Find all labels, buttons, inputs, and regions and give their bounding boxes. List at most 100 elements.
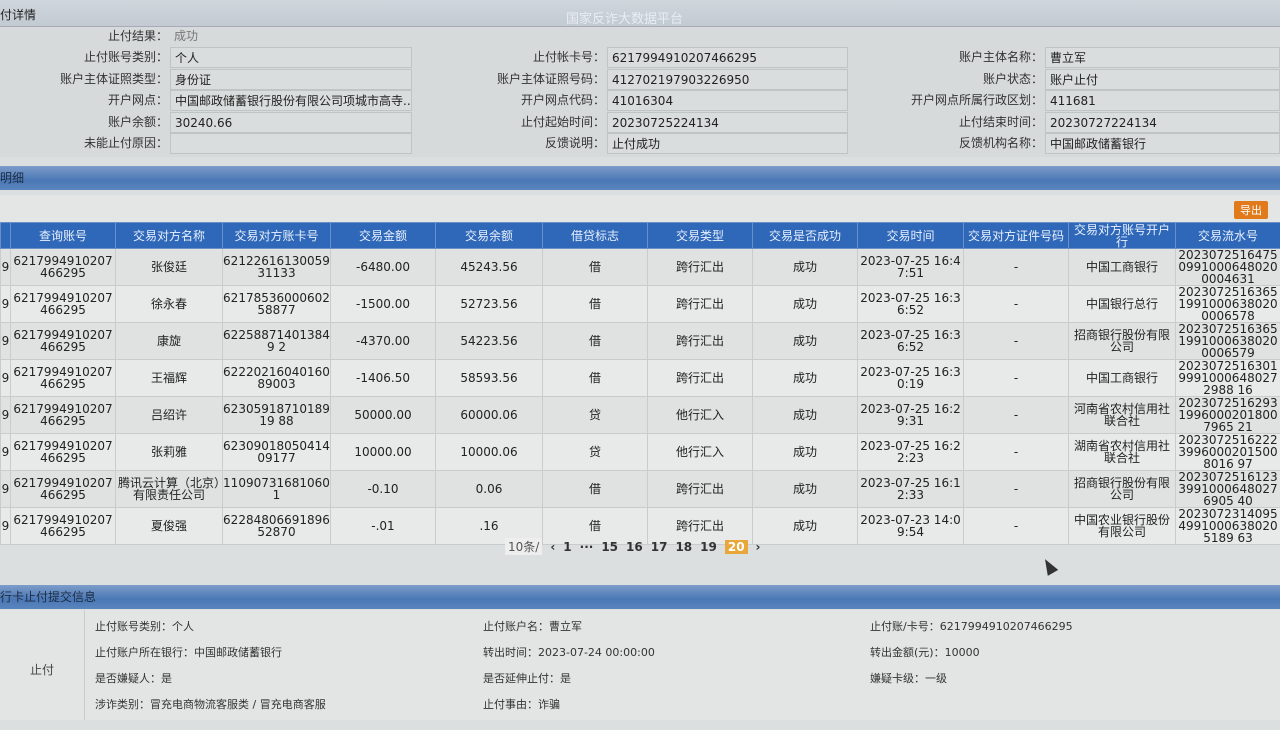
table-cell: 0.06 <box>436 471 543 508</box>
detail-value: 20230725224134 <box>607 112 848 133</box>
detail-label: 反馈机构名称： <box>848 133 1043 154</box>
column-header[interactable]: 交易类型 <box>648 223 753 249</box>
column-header[interactable]: 交易对方证件号码 <box>964 223 1069 249</box>
submit-info-panel: 止付 止付账号类别：个人止付账户名：曹立军止付账/卡号：621799491020… <box>0 610 1280 720</box>
table-cell: 6217994910207466295 <box>11 249 116 286</box>
column-header[interactable]: 交易余额 <box>436 223 543 249</box>
submit-field: 止付账号类别：个人 <box>95 618 194 634</box>
table-cell: 6217994910207466295 <box>11 286 116 323</box>
table-cell: 成功 <box>753 323 858 360</box>
detail-value: 止付成功 <box>607 133 848 154</box>
table-cell: -0.10 <box>331 471 436 508</box>
column-header[interactable]: 借贷标志 <box>543 223 648 249</box>
next-page-button[interactable]: › <box>756 540 761 554</box>
table-cell: 成功 <box>753 360 858 397</box>
column-header[interactable]: 交易时间 <box>858 223 964 249</box>
column-header[interactable]: 交易流水号 <box>1176 223 1280 249</box>
table-cell: 60000.06 <box>436 397 543 434</box>
detail-label: 止付帐卡号： <box>412 47 605 68</box>
table-cell: 成功 <box>753 397 858 434</box>
detail-label: 反馈说明： <box>412 133 605 154</box>
table-cell: 110907316810601 <box>223 471 331 508</box>
column-header[interactable]: 交易是否成功 <box>753 223 858 249</box>
table-cell: 贷 <box>543 434 648 471</box>
table-cell: 成功 <box>753 471 858 508</box>
table-cell: - <box>964 397 1069 434</box>
table-cell: 54223.56 <box>436 323 543 360</box>
detail-label: 账户主体证照类型： <box>0 69 168 90</box>
page-current[interactable]: 20 <box>725 540 748 554</box>
export-button[interactable]: 导出 <box>1234 201 1268 219</box>
detail-label: 止付账号类别： <box>0 47 168 68</box>
table-cell: 202307231409549910006380205189 63 <box>1176 508 1280 545</box>
detail-value: 30240.66 <box>170 112 412 133</box>
detail-label: 止付结束时间： <box>848 112 1043 133</box>
table-cell: 202307251636519910006380200006578 <box>1176 286 1280 323</box>
table-cell: 张俊廷 <box>116 249 223 286</box>
column-header[interactable] <box>1 223 11 249</box>
page-1[interactable]: 1 <box>563 540 571 554</box>
column-header[interactable]: 交易对方账卡号 <box>223 223 331 249</box>
result-value: 成功 <box>170 26 1280 47</box>
detail-value <box>170 133 412 154</box>
table-cell: 6217994910207466295 <box>11 397 116 434</box>
section-bar-list: 明细 <box>0 166 1280 190</box>
page-19[interactable]: 19 <box>700 540 717 554</box>
page-ellipsis[interactable]: ··· <box>580 540 594 554</box>
table-cell: 6217994910207466295 <box>11 508 116 545</box>
prev-page-button[interactable]: ‹ <box>550 540 555 554</box>
page-17[interactable]: 17 <box>651 540 668 554</box>
table-cell: 跨行汇出 <box>648 471 753 508</box>
column-header[interactable]: 交易金额 <box>331 223 436 249</box>
table-cell: 9 <box>1 397 11 434</box>
detail-value: 曹立军 <box>1045 47 1280 68</box>
table-cell: 招商银行股份有限公司 <box>1069 323 1176 360</box>
table-cell: 腾讯云计算（北京）有限责任公司 <box>116 471 223 508</box>
table-cell: - <box>964 471 1069 508</box>
submit-field: 止付事由：诈骗 <box>483 696 560 712</box>
table-cell: 9 <box>1 471 11 508</box>
submit-field: 止付账户名：曹立军 <box>483 618 582 634</box>
pagination: 10条/ ‹ 1 ··· 15 16 17 18 19 20 › <box>505 538 761 555</box>
detail-label: 账户余额： <box>0 112 168 133</box>
page-15[interactable]: 15 <box>601 540 618 554</box>
column-header[interactable]: 交易对方账号开户行 <box>1069 223 1176 249</box>
column-header[interactable]: 查询账号 <box>11 223 116 249</box>
table-cell: 9 <box>1 508 11 545</box>
column-header[interactable]: 交易对方名称 <box>116 223 223 249</box>
detail-label: 开户网点： <box>0 90 168 111</box>
section-title-list: 明细 <box>0 171 24 185</box>
detail-value: 6217994910207466295 <box>607 47 848 68</box>
table-cell: 6217853600060258877 <box>223 286 331 323</box>
table-cell: 202307251636519910006380200006579 <box>1176 323 1280 360</box>
page-18[interactable]: 18 <box>675 540 692 554</box>
table-cell: 贷 <box>543 397 648 434</box>
table-cell: 借 <box>543 249 648 286</box>
table-cell: 9 <box>1 434 11 471</box>
table-cell: - <box>964 508 1069 545</box>
table-cell: 45243.56 <box>436 249 543 286</box>
result-label: 止付结果： <box>0 26 168 47</box>
table-cell: 202307251612339910006480276905 40 <box>1176 471 1280 508</box>
page-16[interactable]: 16 <box>626 540 643 554</box>
table-cell: 2023-07-23 14:09:54 <box>858 508 964 545</box>
table-cell: 6230591871018919 88 <box>223 397 331 434</box>
table-cell: 202307251647509910006480200004631 <box>1176 249 1280 286</box>
submit-field: 是否延伸止付：是 <box>483 670 571 686</box>
table-cell: 6217994910207466295 <box>11 323 116 360</box>
table-cell: 6212261613005931133 <box>223 249 331 286</box>
table-cell: 10000.06 <box>436 434 543 471</box>
table-cell: 9 <box>1 360 11 397</box>
detail-label: 止付起始时间： <box>412 112 605 133</box>
section-title-submit: 行卡止付提交信息 <box>0 590 96 604</box>
detail-value: 41016304 <box>607 90 848 111</box>
table-cell: 202307251629319960002018007965 21 <box>1176 397 1280 434</box>
page-size-select[interactable]: 10条/ <box>505 538 542 555</box>
